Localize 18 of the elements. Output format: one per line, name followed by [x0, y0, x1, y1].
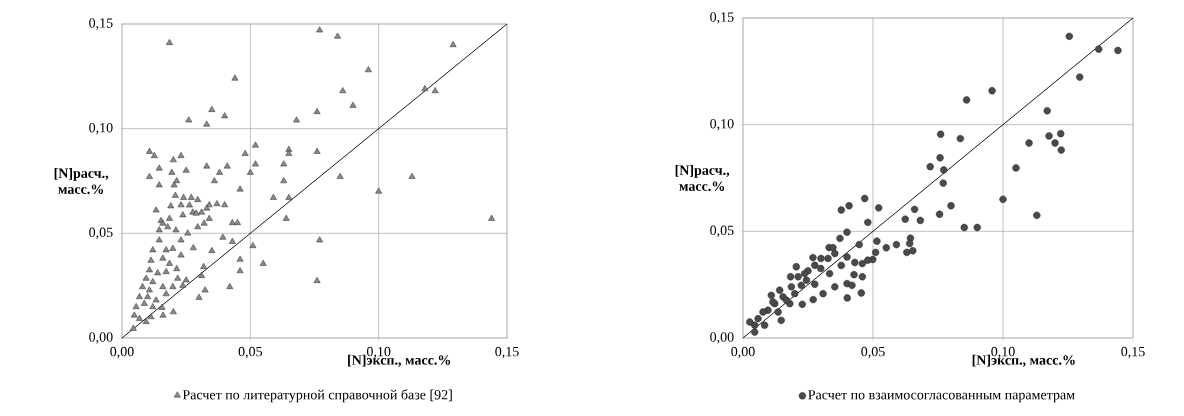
y-axis-title: [N]расч., масс.%	[54, 168, 109, 194]
x-tick-label: 0,00	[110, 346, 134, 359]
y-tick-label: 0,05	[89, 227, 113, 240]
y-tick-label: 0,00	[710, 332, 734, 344]
y-tick-label: 0,15	[710, 12, 734, 24]
y-tick-label: 0,15	[89, 18, 113, 30]
x-tick-label: 0,05	[861, 346, 885, 359]
y-tick-label: 0,05	[710, 225, 734, 238]
y-tick-label: 0,10	[710, 118, 734, 131]
x-tick-label: 0,15	[1121, 346, 1145, 359]
y-tick-label: 0,10	[89, 122, 113, 135]
x-tick-label: 0,05	[238, 346, 263, 359]
y-tick-label: 0,00	[89, 332, 113, 344]
x-tick-label: 0,15	[495, 346, 519, 359]
legend-label: Расчет по взаимосогласованным параметрам	[808, 390, 1075, 403]
legend-label: Расчет по литературной справочной базе [92]	[182, 389, 452, 403]
x-tick-label: 0,00	[731, 346, 755, 359]
y-axis-title: [N]расч., масс.%	[675, 165, 730, 191]
